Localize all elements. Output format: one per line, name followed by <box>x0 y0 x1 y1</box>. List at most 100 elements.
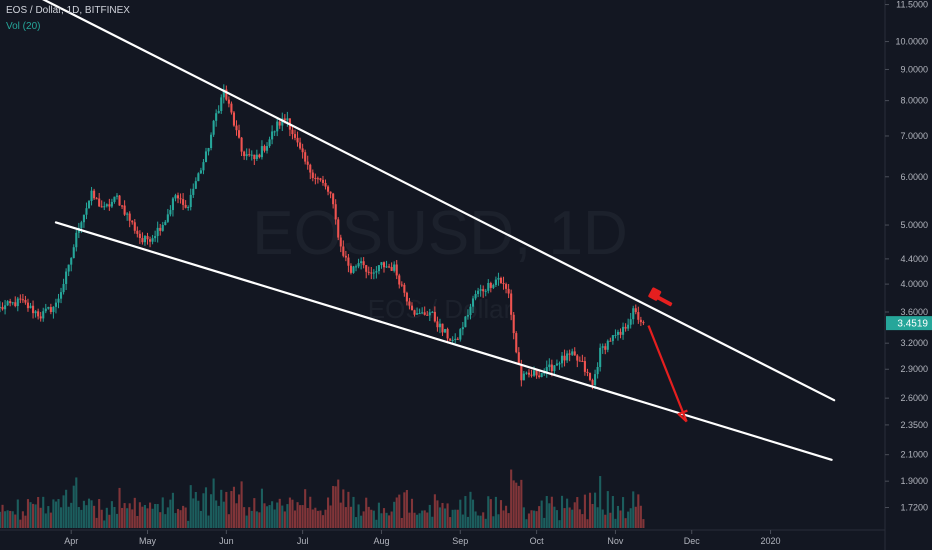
candle-body <box>499 277 503 283</box>
candle-body <box>339 237 342 247</box>
volume-bar <box>0 511 2 528</box>
candle-body <box>591 379 594 386</box>
volume-bar <box>464 496 467 528</box>
candle-body <box>37 311 40 317</box>
candle-body <box>265 146 269 151</box>
candle-body <box>87 201 91 209</box>
candle-body <box>329 191 332 194</box>
candle-body <box>334 204 337 220</box>
volume-bar <box>492 516 495 528</box>
candle-body <box>34 311 37 314</box>
volume-bar <box>456 509 459 528</box>
candle-body <box>194 181 197 189</box>
candle-body <box>70 258 73 265</box>
volume-bar <box>573 502 576 528</box>
volume-bar <box>372 510 375 528</box>
volume-bar <box>339 502 342 528</box>
candle-body <box>451 340 454 342</box>
last-price-label: 3.4519 <box>897 319 928 330</box>
volume-indicator-label[interactable]: Vol (20) <box>6 21 41 32</box>
volume-bar <box>156 504 159 528</box>
time-tick-label: Aug <box>373 536 389 546</box>
volume-bar <box>151 508 154 528</box>
candle-body <box>154 236 157 239</box>
candle-body <box>367 271 370 273</box>
candle-body <box>121 205 124 207</box>
candle-body <box>428 312 431 316</box>
volume-bar <box>189 485 192 528</box>
candle-body <box>253 154 256 160</box>
volume-bar <box>281 505 284 528</box>
candle-body <box>103 206 106 208</box>
candle-body <box>431 311 434 313</box>
volume-bar <box>263 503 266 528</box>
candle-body <box>344 255 347 258</box>
candle-body <box>65 271 68 284</box>
volume-bar <box>604 514 607 528</box>
trendlines[interactable] <box>36 0 836 461</box>
watermark: EOSUSD, 1D EOS / Dollar <box>252 199 628 324</box>
symbol-title[interactable]: EOS / Dollar, 1D, BITFINEX <box>6 5 130 16</box>
candle-body <box>550 364 553 372</box>
volume-bar <box>148 502 152 528</box>
volume-bar <box>634 506 637 528</box>
price-tick-label: 2.3500 <box>900 420 928 430</box>
volume-bar <box>39 507 42 528</box>
volume-bar <box>426 512 429 528</box>
candle-body <box>98 198 101 207</box>
volume-bar <box>93 505 96 528</box>
volume-bar <box>596 507 599 528</box>
volume-bar <box>416 514 419 528</box>
price-axis[interactable]: 11.5000 10.0000 9.0000 8.0000 7.0000 6.0000 5.… <box>884 0 932 550</box>
candle-body <box>398 275 401 285</box>
candle-body <box>184 204 187 208</box>
volume-bar <box>403 492 406 528</box>
volume-bar <box>632 491 635 528</box>
candle-body <box>95 198 98 200</box>
volume-bar <box>405 490 408 528</box>
volume-bar <box>454 509 457 528</box>
candle-body <box>443 329 447 333</box>
candle-body <box>507 288 510 294</box>
volume-bar <box>311 509 314 528</box>
candle-body <box>492 284 495 288</box>
volume-bar <box>548 503 551 528</box>
volume-bar <box>370 509 373 528</box>
candle-body <box>32 305 35 314</box>
price-tick-label: 2.6000 <box>900 393 928 403</box>
volume-bar <box>230 491 233 528</box>
candle-body <box>268 139 271 147</box>
candle-body <box>115 195 119 197</box>
candle-body <box>634 308 637 313</box>
volume-bar <box>616 505 620 528</box>
candle-body <box>49 307 52 313</box>
volume-bar <box>62 495 65 528</box>
candle-body <box>456 338 459 340</box>
volume-bar <box>586 519 589 528</box>
candle-body <box>225 89 228 100</box>
time-axis[interactable]: Apr May Jun Jul Aug Sep Oct Nov Dec 2020 <box>0 529 885 546</box>
candle-body <box>75 232 78 248</box>
volume-bar <box>197 500 200 528</box>
volume-bar <box>393 501 396 528</box>
volume-bar <box>171 492 174 528</box>
candle-body <box>400 284 403 286</box>
volume-bar <box>438 507 442 528</box>
candle-body <box>54 302 57 307</box>
candle-body <box>479 289 482 291</box>
volume-bar <box>471 499 475 528</box>
volume-bar <box>255 511 258 528</box>
candle-body <box>548 364 551 368</box>
candle-body <box>464 316 467 328</box>
volume-bar <box>560 495 564 528</box>
candle-body <box>311 172 314 178</box>
volume-bar <box>115 513 119 528</box>
candle-body <box>309 164 312 173</box>
candle-body <box>136 230 139 234</box>
volume-bar <box>474 511 477 528</box>
volume-bar <box>222 501 225 528</box>
candle-body <box>395 264 398 276</box>
candle-body <box>520 364 523 381</box>
volume-bar <box>11 511 14 528</box>
